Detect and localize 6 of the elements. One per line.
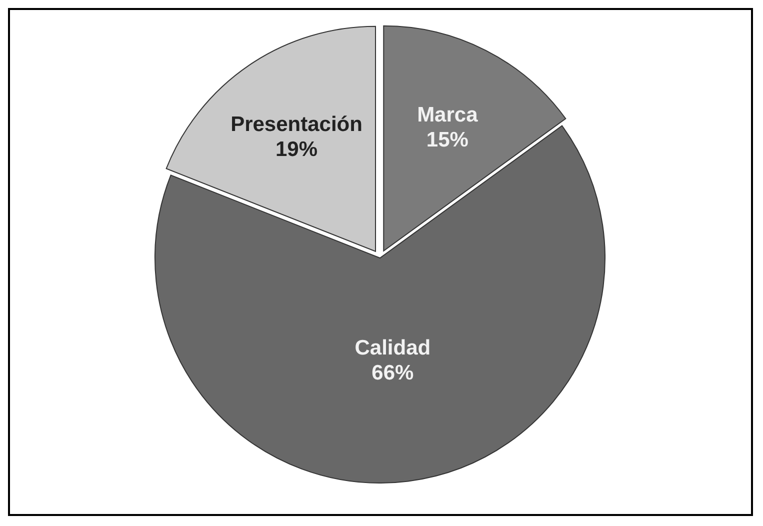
data-label: 66% [372,361,414,384]
data-label: 15% [426,128,469,152]
data-label: 19% [276,138,318,162]
slice-label: Marca [417,104,478,127]
slice-label: Presentación [230,113,362,136]
slice-label: Calidad [354,336,431,360]
